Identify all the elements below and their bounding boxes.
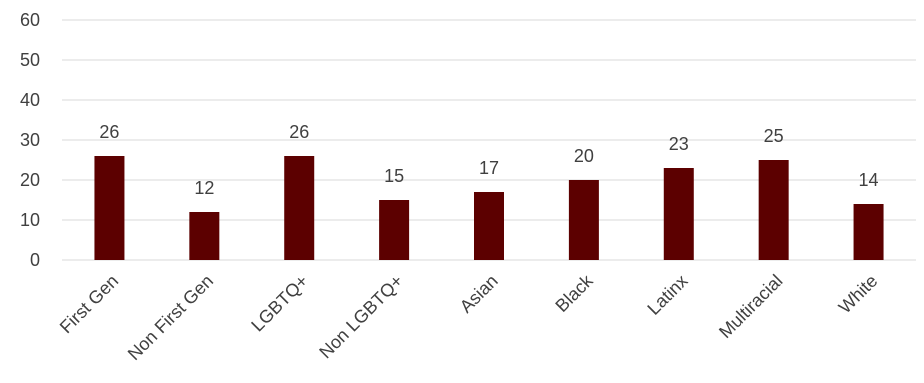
bar [568,180,599,260]
category-labels: First Gen Non First Gen LGBTQ+ Non LGBTQ+ As… [56,270,882,364]
data-label: 17 [479,158,499,178]
y-tick-label: 0 [30,250,40,270]
data-label: 12 [194,178,214,198]
category-label: Asian [456,271,502,317]
category-label: LGBTQ+ [247,271,312,336]
y-tick-label: 50 [20,50,40,70]
y-tick-label: 20 [20,170,40,190]
data-label: 26 [99,122,119,142]
category-label: Non LGBTQ+ [315,271,407,363]
bar [94,156,125,260]
data-label: 26 [289,122,309,142]
category-label: Latinx [643,271,691,319]
y-axis-ticks: 0 10 20 30 40 50 60 [20,10,40,270]
bar [379,200,410,260]
data-label: 25 [764,126,784,146]
bar [758,160,789,260]
category-label: First Gen [56,271,122,337]
data-label: 15 [384,166,404,186]
y-tick-label: 60 [20,10,40,30]
bar [189,212,220,260]
bar [663,168,694,260]
bar [284,156,315,260]
data-label: 20 [574,146,594,166]
bars [94,156,884,260]
y-tick-label: 40 [20,90,40,110]
bar [474,192,504,260]
data-label: 23 [669,134,689,154]
y-tick-label: 30 [20,130,40,150]
y-tick-label: 10 [20,210,40,230]
data-label: 14 [859,170,879,190]
bar [853,204,884,260]
category-label: White [835,271,882,318]
category-label: Non First Gen [124,271,217,364]
category-label: Multiracial [715,271,786,342]
category-label: Black [551,270,597,316]
data-labels: 26 12 26 15 17 20 23 25 14 [99,122,878,198]
